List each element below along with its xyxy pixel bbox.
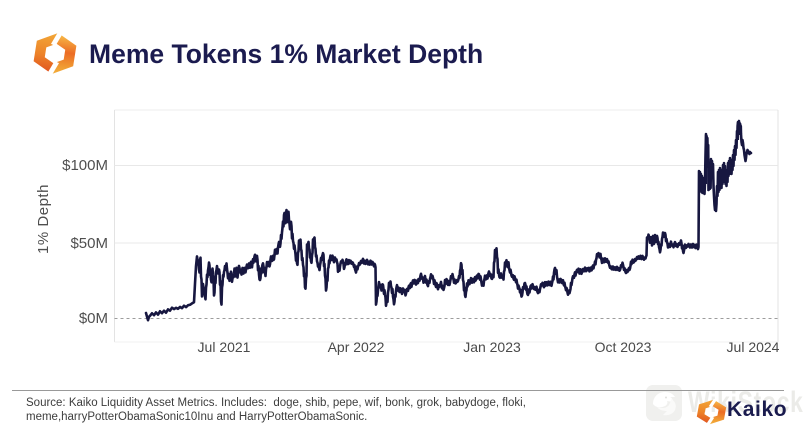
svg-text:Apr 2022: Apr 2022 <box>328 339 385 355</box>
svg-text:Jul 2024: Jul 2024 <box>727 339 780 355</box>
svg-text:$50M: $50M <box>70 235 108 252</box>
svg-text:Oct 2023: Oct 2023 <box>595 339 652 355</box>
svg-text:$100M: $100M <box>62 157 108 174</box>
svg-text:$0M: $0M <box>79 310 108 327</box>
svg-text:Jul 2021: Jul 2021 <box>198 339 251 355</box>
svg-text:1% Depth: 1% Depth <box>35 184 52 254</box>
svg-text:Jan 2023: Jan 2023 <box>463 339 521 355</box>
